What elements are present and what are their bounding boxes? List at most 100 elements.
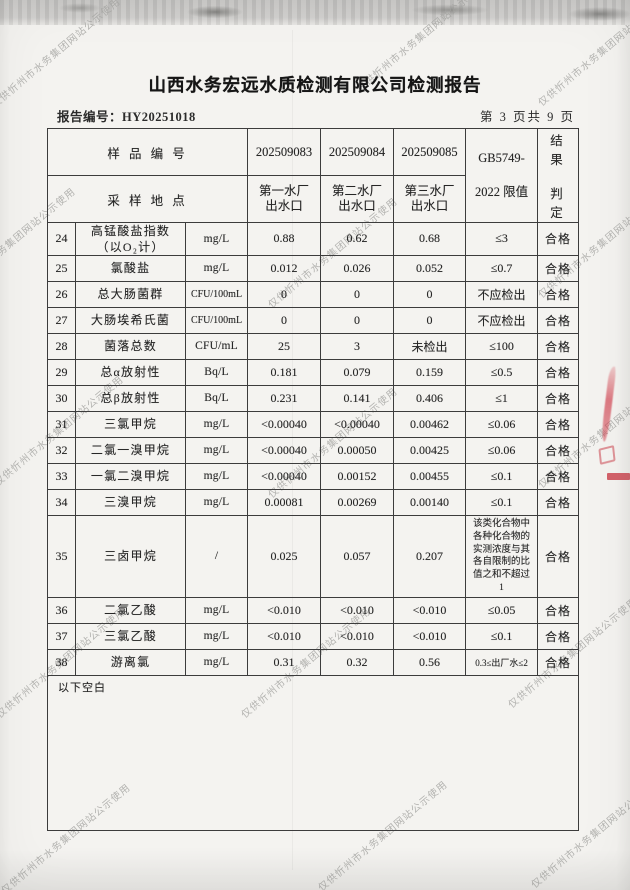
judgement-label: 判 定	[550, 187, 566, 220]
result-cell: 合格	[537, 488, 580, 516]
parameter-name: 菌落总数	[75, 332, 186, 360]
row-number: 33	[47, 462, 76, 490]
header-location-1: 第一水厂 出水口	[247, 175, 322, 223]
sample3-value: <0.010	[393, 622, 467, 650]
unit-cell: CFU/100mL	[184, 280, 249, 308]
header-sample-no-label: 样 品 编 号	[46, 127, 249, 177]
limit-cell: ≤0.7	[465, 254, 539, 282]
row-number: 26	[47, 280, 76, 308]
row-number: 37	[47, 622, 76, 650]
result-cell: 合格	[537, 462, 580, 490]
limit-cell: ≤0.5	[465, 358, 539, 386]
stamp-bar	[607, 473, 630, 480]
unit-cell: CFU/mL	[184, 332, 249, 360]
below-blank-note: 以下空白	[46, 674, 580, 831]
sample3-value: 0.207	[393, 514, 467, 598]
unit-cell: mg/L	[184, 222, 249, 256]
result-cell: 合格	[537, 358, 580, 386]
sample2-value: 0.62	[320, 222, 395, 256]
row-number: 32	[47, 436, 76, 464]
parameter-name: 氯酸盐	[75, 254, 186, 282]
result-cell: 合格	[537, 514, 580, 598]
table-row: 30 总β放射性 Bq/L 0.231 0.141 0.406 ≤1 合格	[47, 384, 580, 412]
header-location-label: 采 样 地 点	[46, 175, 249, 223]
page-indicator: 第 3 页共 9 页	[479, 110, 575, 124]
parameter-name: 高锰酸盐指数 （以O₂计）	[75, 222, 186, 256]
row-number: 30	[47, 384, 76, 412]
sample1-value: 0.88	[247, 222, 322, 256]
result-cell: 合格	[537, 280, 580, 308]
result-cell: 合格	[537, 410, 580, 438]
sample3-value: 0	[393, 280, 467, 308]
header-row-sample-ids: 样 品 编 号 202509083 202509084 202509085 GB…	[46, 127, 580, 223]
table-row: 27 大肠埃希氏菌 CFU/100mL 0 0 0 不应检出 合格	[47, 306, 580, 334]
result-label: 结 果	[550, 134, 566, 167]
table-row: 38 游离氯 mg/L 0.31 0.32 0.56 0.3≤出厂水≤2 合格	[47, 648, 580, 676]
result-cell: 合格	[537, 306, 580, 334]
water-quality-results-table: 样 品 编 号 202509083 202509084 202509085 GB…	[46, 127, 580, 831]
sample2-value: 3	[320, 332, 395, 360]
unit-cell: mg/L	[184, 436, 249, 464]
parameter-name: 大肠埃希氏菌	[75, 306, 186, 334]
sample3-value: 0.052	[393, 254, 467, 282]
sample2-value: 0.141	[320, 384, 395, 412]
sample1-value: 0.231	[247, 384, 322, 412]
unit-cell: mg/L	[184, 596, 249, 624]
unit-cell: mg/L	[184, 254, 249, 282]
report-title: 山西水务宏远水质检测有限公司检测报告	[148, 75, 482, 95]
table-row: 37 三氯乙酸 mg/L <0.010 <0.010 <0.010 ≤0.1 合…	[47, 622, 580, 650]
sample3-value: 0.159	[393, 358, 467, 386]
limit-cell: ≤1	[465, 384, 539, 412]
result-cell: 合格	[537, 648, 580, 676]
unit-cell: CFU/100mL	[184, 306, 249, 334]
parameter-name: 总大肠菌群	[75, 280, 186, 308]
sample3-value: 0	[393, 306, 467, 334]
sample1-value: 0.012	[247, 254, 322, 282]
sample1-value: 0	[247, 306, 322, 334]
limit-cell: ≤0.1	[465, 488, 539, 516]
scan-edge-artifact	[0, 0, 630, 25]
result-cell: 合格	[537, 222, 580, 256]
header-sample-id-3: 202509085	[393, 127, 467, 177]
limit-cell: 不应检出	[465, 280, 539, 308]
table-row: 34 三溴甲烷 mg/L 0.00081 0.00269 0.00140 ≤0.…	[47, 488, 580, 516]
parameter-name: 总β放射性	[75, 384, 186, 412]
table-row: 35 三卤甲烷 / 0.025 0.057 0.207 该类化合物中各种化合物的…	[47, 514, 580, 598]
table-row: 29 总α放射性 Bq/L 0.181 0.079 0.159 ≤0.5 合格	[47, 358, 580, 386]
header-row-locations: 采 样 地 点 第一水厂 出水口 第二水厂 出水口 第三水厂 出水口	[46, 175, 579, 223]
sample1-value: <0.00040	[247, 462, 322, 490]
sample2-value: 0.057	[320, 514, 395, 598]
sample2-value: 0	[320, 280, 395, 308]
sample3-value: 0.00140	[393, 488, 467, 516]
sample3-value: 0.00425	[393, 436, 467, 464]
header-location-3: 第三水厂 出水口	[393, 175, 467, 223]
parameter-name: 总α放射性	[75, 358, 186, 386]
sample3-value: 0.56	[393, 648, 467, 676]
sample1-value: <0.010	[247, 622, 322, 650]
header-sample-id-1: 202509083	[247, 127, 322, 177]
parameter-name: 一氯二溴甲烷	[75, 462, 186, 490]
sample2-value: <0.010	[320, 596, 395, 624]
sample2-value: 0	[320, 306, 395, 334]
unit-cell: Bq/L	[184, 358, 249, 386]
unit-cell: mg/L	[184, 648, 249, 676]
result-cell: 合格	[537, 622, 580, 650]
parameter-name: 二氯乙酸	[75, 596, 186, 624]
limit-cell: ≤100	[465, 332, 539, 360]
sample3-value: 0.68	[393, 222, 467, 256]
unit-cell: mg/L	[184, 622, 249, 650]
table-row: 33 一氯二溴甲烷 mg/L <0.00040 0.00152 0.00455 …	[47, 462, 580, 490]
row-number: 34	[47, 488, 76, 516]
row-number: 36	[47, 596, 76, 624]
table-row: 24 高锰酸盐指数 （以O₂计） mg/L 0.88 0.62 0.68 ≤3 …	[47, 222, 580, 256]
limit-cell: ≤0.05	[465, 596, 539, 624]
unit-cell: mg/L	[184, 462, 249, 490]
unit-cell: mg/L	[184, 410, 249, 438]
result-cell: 合格	[537, 254, 580, 282]
sample2-value: 0.32	[320, 648, 395, 676]
row-number: 25	[47, 254, 76, 282]
sample2-value: 0.00050	[320, 436, 395, 464]
limit-cell: ≤0.06	[465, 436, 539, 464]
parameter-name: 二氯一溴甲烷	[75, 436, 186, 464]
header-location-2: 第二水厂 出水口	[320, 175, 395, 223]
